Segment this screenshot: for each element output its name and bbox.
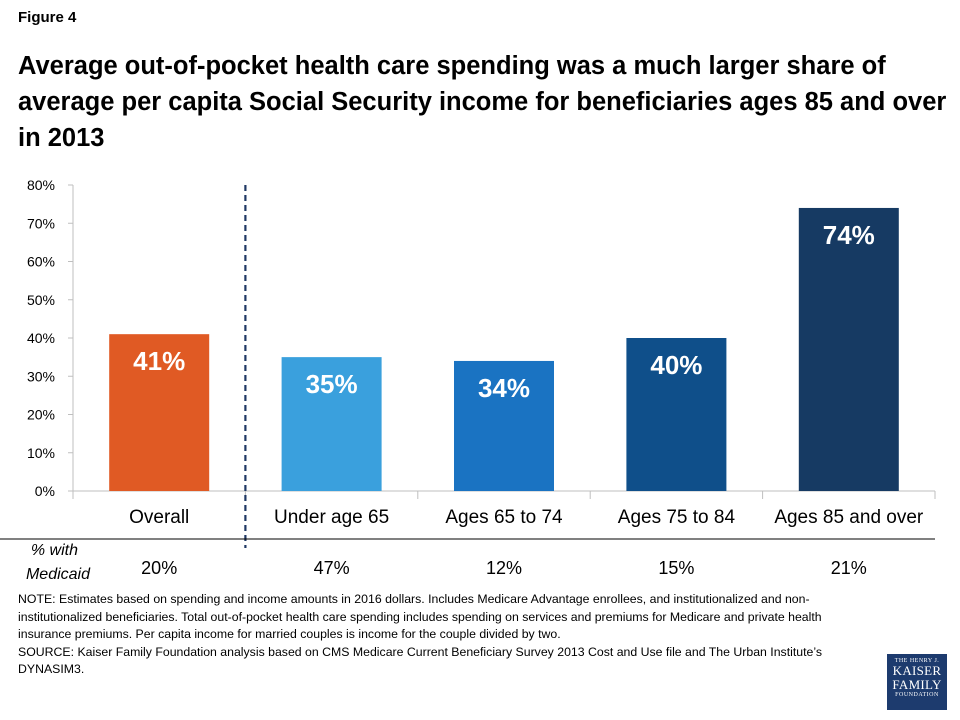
- bar-3: [454, 360, 554, 491]
- medicaid-value: 21%: [831, 558, 867, 578]
- kaiser-logo: THE HENRY J. KAISER FAMILY FOUNDATION: [887, 654, 947, 710]
- footnote: NOTE: Estimates based on spending and in…: [18, 591, 878, 679]
- row-label-line-2: Medicaid: [26, 566, 91, 583]
- category-label: Ages 65 to 74: [445, 507, 563, 528]
- bar-4: [626, 338, 727, 491]
- chart-axes: 0% 10% 20% 30% 40% 50% 60% 70% 80%: [0, 177, 936, 548]
- logo-line-2: KAISER: [892, 663, 942, 678]
- bar-chart: 0% 10% 20% 30% 40% 50% 60% 70% 80% 41% Overall 20%…: [0, 177, 936, 583]
- medicaid-value: 12%: [486, 558, 522, 578]
- y-tick-label: 0%: [35, 483, 55, 499]
- logo-line-1: THE HENRY J.: [894, 658, 940, 664]
- category-label: Ages 75 to 84: [618, 507, 736, 528]
- data-label: 34%: [478, 373, 530, 403]
- category-label: Ages 85 and over: [774, 507, 924, 528]
- category-label: Under age 65: [274, 507, 389, 528]
- y-tick-label: 60%: [27, 254, 55, 270]
- y-tick-label: 80%: [27, 177, 55, 193]
- bar-5: [798, 207, 899, 491]
- medicaid-value: 47%: [314, 558, 350, 578]
- medicaid-value: 15%: [658, 558, 694, 578]
- y-tick-label: 30%: [27, 368, 55, 384]
- y-tick-label: 70%: [27, 215, 55, 231]
- data-label: 35%: [306, 369, 358, 399]
- y-tick-label: 10%: [27, 445, 55, 461]
- bar-2: [281, 357, 382, 491]
- y-tick-label: 40%: [27, 330, 55, 346]
- logo-line-3: FAMILY: [892, 677, 942, 692]
- category-label: Overall: [129, 507, 189, 528]
- chart-labels: 41% Overall 20% 35% Under age 65 47% 34% Ages 6…: [26, 220, 924, 583]
- y-tick-label: 20%: [27, 407, 55, 423]
- logo-line-4: FOUNDATION: [895, 692, 939, 698]
- bar-1: [109, 334, 210, 491]
- medicaid-value: 20%: [141, 558, 177, 578]
- y-tick-label: 50%: [27, 292, 55, 308]
- data-label: 41%: [133, 346, 185, 376]
- figure-label: Figure 4: [18, 9, 77, 26]
- source-text: SOURCE: Kaiser Family Foundation analysi…: [18, 644, 823, 677]
- chart-bars: [109, 207, 899, 491]
- note-text: NOTE: Estimates based on spending and in…: [18, 592, 822, 641]
- data-label: 40%: [650, 350, 702, 380]
- data-label: 74%: [823, 220, 875, 250]
- row-label-line-1: % with: [31, 542, 78, 559]
- chart-title: Average out-of-pocket health care spendi…: [18, 52, 947, 152]
